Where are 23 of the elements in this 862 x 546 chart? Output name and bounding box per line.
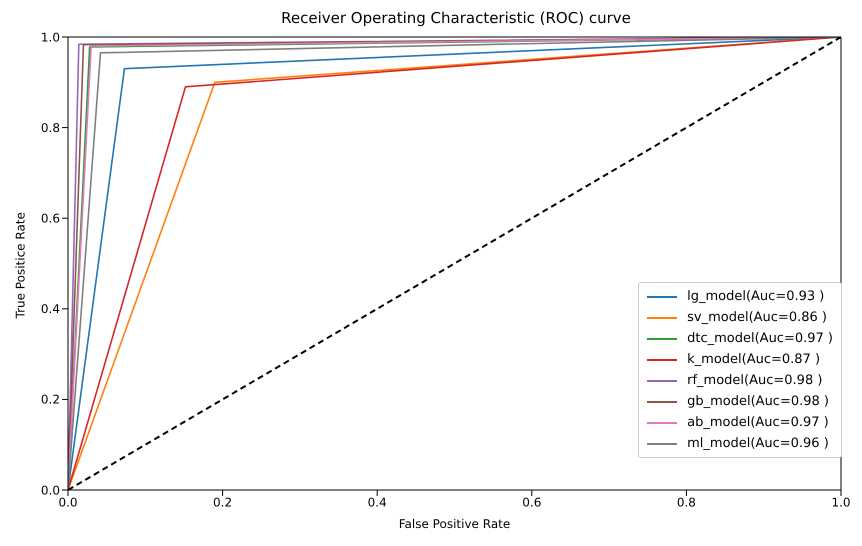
y-tick-label: 0.4 [40, 302, 60, 316]
x-axis-title: False Positive Rate [398, 517, 510, 531]
y-axis-title: True Positice Rate [13, 212, 28, 320]
x-tick-label: 0.6 [522, 496, 542, 510]
x-tick-label: 0.4 [368, 496, 387, 510]
x-tick-label: 0.0 [58, 496, 78, 510]
x-tick-label: 0.8 [676, 496, 696, 510]
y-tick-label: 1.0 [40, 30, 60, 44]
legend-label: k_model(Auc=0.87 ) [687, 352, 820, 367]
y-tick-label: 0.8 [40, 120, 60, 135]
legend-label: rf_model(Auc=0.98 ) [687, 373, 822, 388]
legend-label: dtc_model(Auc=0.97 ) [687, 331, 833, 346]
legend-label: ml_model(Auc=0.96 ) [687, 436, 829, 451]
legend-label: gb_model(Auc=0.98 ) [687, 394, 830, 409]
legend-label: ab_model(Auc=0.97 ) [687, 415, 829, 430]
legend-label: lg_model(Auc=0.93 ) [687, 289, 824, 304]
chart-title: Receiver Operating Characteristic (ROC) curve [280, 8, 632, 28]
legend-label: sv_model(Auc=0.86 ) [687, 310, 827, 325]
y-tick-label: 0.2 [40, 392, 60, 407]
y-tick-label: 0.6 [40, 211, 60, 226]
y-tick-label: 0.0 [40, 483, 60, 498]
x-tick-label: 0.2 [213, 496, 232, 510]
x-tick-label: 1.0 [831, 496, 851, 510]
